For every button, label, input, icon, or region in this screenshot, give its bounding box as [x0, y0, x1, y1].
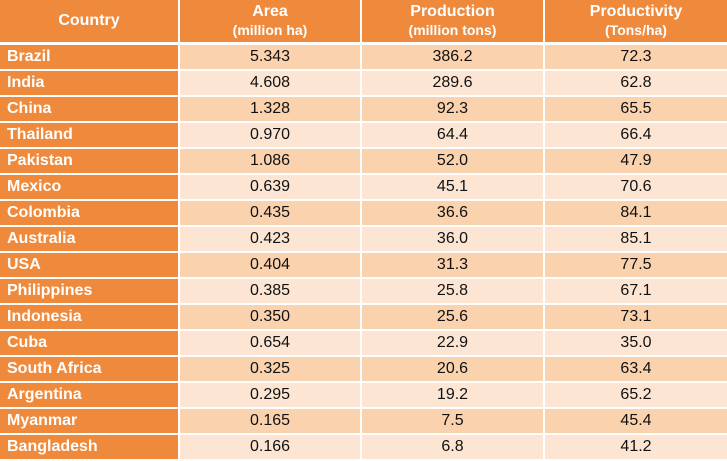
header-production-unit: (million tons): [408, 22, 497, 38]
table-row: Bangladesh 0.166 6.8 41.2: [0, 435, 727, 461]
productivity-cell: 35.0: [545, 331, 727, 357]
table-row: Pakistan 1.086 52.0 47.9: [0, 149, 727, 175]
area-cell: 0.970: [180, 123, 362, 149]
country-cell: Colombia: [0, 201, 180, 227]
production-cell: 64.4: [362, 123, 545, 149]
area-cell: 1.086: [180, 149, 362, 175]
productivity-cell: 63.4: [545, 357, 727, 383]
header-area: Area (million ha): [180, 0, 362, 45]
header-area-unit: (million ha): [232, 22, 308, 38]
area-cell: 1.328: [180, 97, 362, 123]
production-cell: 20.6: [362, 357, 545, 383]
header-production: Production (million tons): [362, 0, 545, 45]
area-cell: 0.295: [180, 383, 362, 409]
table-body: Brazil 5.343 386.2 72.3 India 4.608 289.…: [0, 45, 727, 461]
table-row: India 4.608 289.6 62.8: [0, 71, 727, 97]
production-cell: 289.6: [362, 71, 545, 97]
production-cell: 52.0: [362, 149, 545, 175]
country-cell: Thailand: [0, 123, 180, 149]
production-cell: 45.1: [362, 175, 545, 201]
area-cell: 0.325: [180, 357, 362, 383]
area-cell: 0.165: [180, 409, 362, 435]
header-row: Country Area (million ha) Production (mi…: [0, 0, 727, 45]
country-cell: USA: [0, 253, 180, 279]
productivity-cell: 72.3: [545, 45, 727, 71]
header-production-title: Production: [410, 3, 495, 20]
table-row: South Africa 0.325 20.6 63.4: [0, 357, 727, 383]
table-row: Mexico 0.639 45.1 70.6: [0, 175, 727, 201]
production-cell: 19.2: [362, 383, 545, 409]
production-cell: 7.5: [362, 409, 545, 435]
area-cell: 0.385: [180, 279, 362, 305]
productivity-cell: 41.2: [545, 435, 727, 461]
country-cell: Mexico: [0, 175, 180, 201]
production-cell: 6.8: [362, 435, 545, 461]
production-cell: 25.6: [362, 305, 545, 331]
production-cell: 386.2: [362, 45, 545, 71]
area-cell: 5.343: [180, 45, 362, 71]
productivity-cell: 85.1: [545, 227, 727, 253]
country-cell: Pakistan: [0, 149, 180, 175]
productivity-cell: 47.9: [545, 149, 727, 175]
table-row: Colombia 0.435 36.6 84.1: [0, 201, 727, 227]
production-cell: 36.0: [362, 227, 545, 253]
table-row: China 1.328 92.3 65.5: [0, 97, 727, 123]
header-productivity-unit: (Tons/ha): [605, 22, 667, 38]
production-cell: 36.6: [362, 201, 545, 227]
table-row: Indonesia 0.350 25.6 73.1: [0, 305, 727, 331]
productivity-cell: 65.5: [545, 97, 727, 123]
header-productivity-title: Productivity: [589, 3, 683, 20]
country-cell: South Africa: [0, 357, 180, 383]
header-country: Country: [0, 0, 180, 45]
productivity-cell: 77.5: [545, 253, 727, 279]
production-cell: 25.8: [362, 279, 545, 305]
country-cell: Philippines: [0, 279, 180, 305]
productivity-cell: 62.8: [545, 71, 727, 97]
productivity-cell: 70.6: [545, 175, 727, 201]
country-cell: Argentina: [0, 383, 180, 409]
area-cell: 0.350: [180, 305, 362, 331]
productivity-cell: 84.1: [545, 201, 727, 227]
production-cell: 22.9: [362, 331, 545, 357]
country-cell: Brazil: [0, 45, 180, 71]
header-productivity: Productivity (Tons/ha): [545, 0, 727, 45]
table-row: Australia 0.423 36.0 85.1: [0, 227, 727, 253]
production-cell: 31.3: [362, 253, 545, 279]
country-cell: Bangladesh: [0, 435, 180, 461]
productivity-cell: 45.4: [545, 409, 727, 435]
country-cell: Cuba: [0, 331, 180, 357]
area-cell: 0.404: [180, 253, 362, 279]
productivity-cell: 65.2: [545, 383, 727, 409]
productivity-cell: 66.4: [545, 123, 727, 149]
area-cell: 0.166: [180, 435, 362, 461]
country-cell: Australia: [0, 227, 180, 253]
table-row: Philippines 0.385 25.8 67.1: [0, 279, 727, 305]
table-row: USA 0.404 31.3 77.5: [0, 253, 727, 279]
table-row: Argentina 0.295 19.2 65.2: [0, 383, 727, 409]
area-cell: 0.435: [180, 201, 362, 227]
productivity-cell: 67.1: [545, 279, 727, 305]
area-cell: 0.423: [180, 227, 362, 253]
production-cell: 92.3: [362, 97, 545, 123]
area-cell: 0.639: [180, 175, 362, 201]
country-cell: Indonesia: [0, 305, 180, 331]
table-row: Cuba 0.654 22.9 35.0: [0, 331, 727, 357]
country-cell: China: [0, 97, 180, 123]
area-cell: 0.654: [180, 331, 362, 357]
productivity-cell: 73.1: [545, 305, 727, 331]
country-cell: Myanmar: [0, 409, 180, 435]
country-cell: India: [0, 71, 180, 97]
area-cell: 4.608: [180, 71, 362, 97]
table-row: Thailand 0.970 64.4 66.4: [0, 123, 727, 149]
header-area-title: Area: [252, 3, 288, 20]
table-row: Myanmar 0.165 7.5 45.4: [0, 409, 727, 435]
table-row: Brazil 5.343 386.2 72.3: [0, 45, 727, 71]
